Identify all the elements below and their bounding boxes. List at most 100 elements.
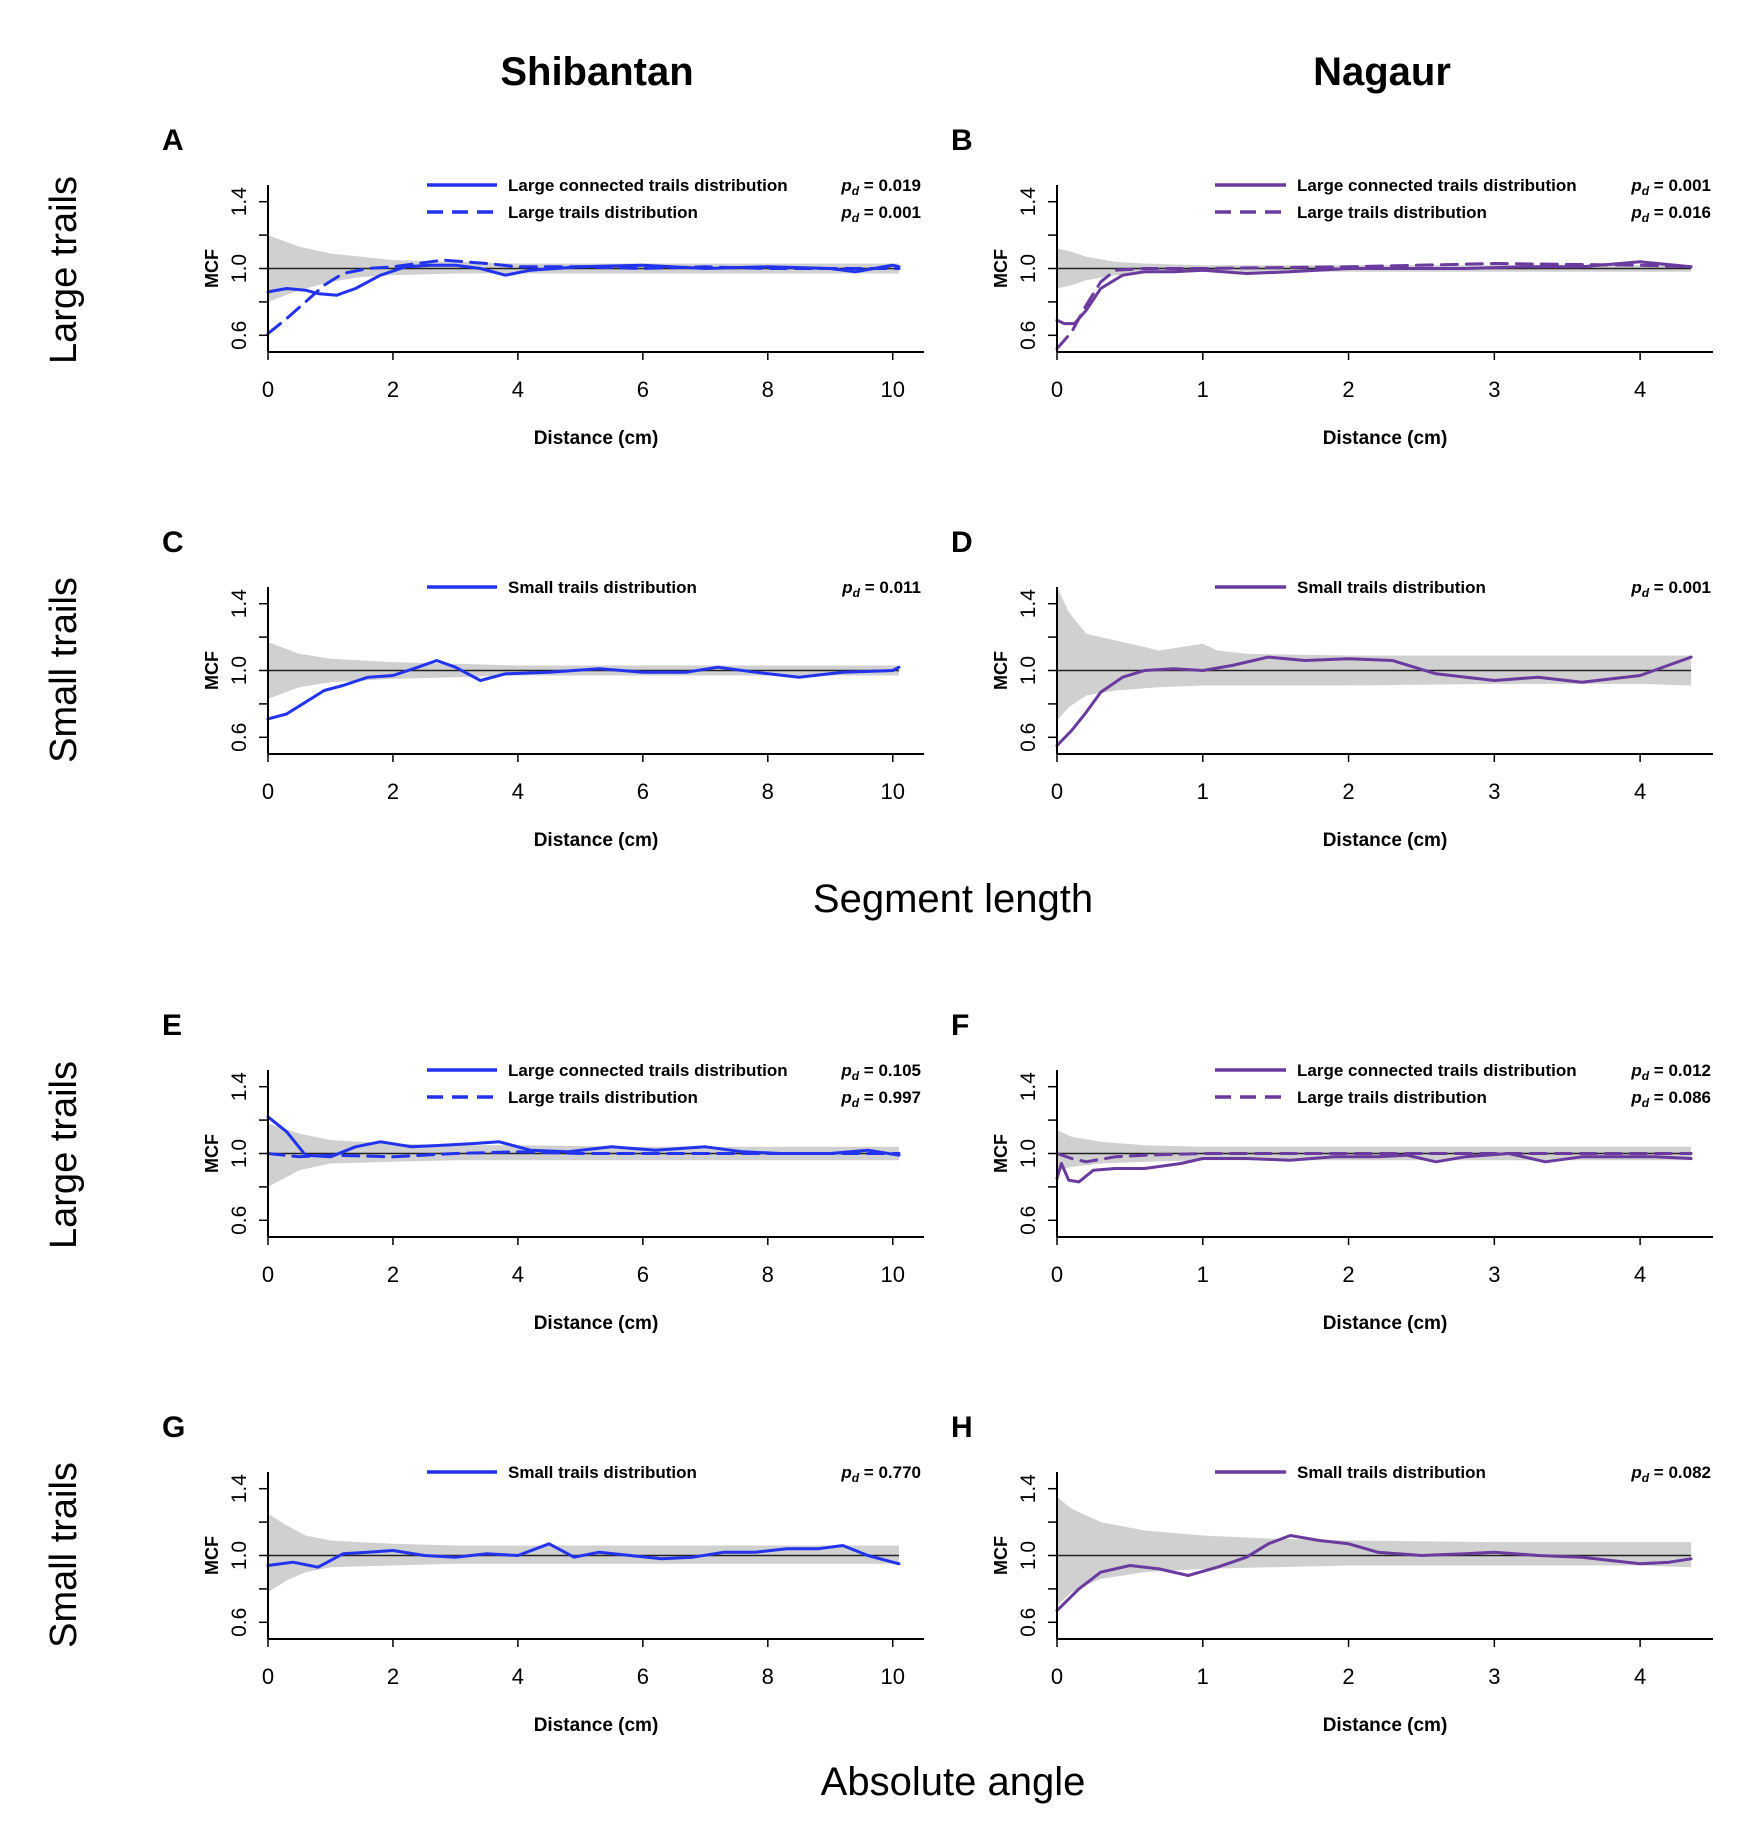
legend-p-value: pd = 0.770 (840, 1463, 921, 1485)
legend-label: Large trails distribution (508, 203, 698, 222)
y-tick-label: 0.6 (1017, 1206, 1040, 1235)
y-tick-label: 1.4 (1017, 589, 1040, 619)
panel-letter-d: D (951, 526, 973, 559)
y-axis-label: MCF (991, 1536, 1011, 1575)
x-tick-label: 10 (881, 1262, 905, 1287)
y-tick-label: 1.0 (228, 1139, 251, 1168)
legend-label: Large connected trails distribution (508, 1061, 788, 1080)
row-label-2: Small trails (43, 577, 85, 763)
legend-p-value: pd = 0.011 (841, 578, 921, 600)
series-line-small-trails (266, 1542, 901, 1569)
legend-p-value: pd = 0.016 (1630, 203, 1711, 225)
legend-label: Large trails distribution (1297, 1088, 1487, 1107)
x-tick-label: 3 (1488, 779, 1500, 804)
legend-p-value: pd = 0.019 (840, 176, 921, 198)
legend-p-value: pd = 0.001 (1630, 176, 1711, 198)
series-line-small-trails (1055, 1534, 1693, 1613)
y-tick-label: 1.4 (228, 1474, 251, 1504)
y-tick-label: 1.0 (1017, 1541, 1040, 1570)
legend-label: Small trails distribution (508, 1463, 697, 1482)
x-axis-label: Distance (cm) (534, 428, 659, 449)
y-tick-label: 0.6 (228, 321, 251, 350)
row-label-1: Large trails (43, 176, 85, 364)
y-tick-label: 1.0 (1017, 656, 1040, 685)
panel-b: B 0.6 1.0 1.4 0 1 2 3 4 MCF Distance (cm) Large con… (951, 124, 1713, 449)
x-axis-label: Distance (cm) (1323, 428, 1448, 449)
y-tick-label: 0.6 (228, 1608, 251, 1637)
x-tick-label: 4 (512, 1262, 524, 1287)
legend-p-value: pd = 0.997 (840, 1088, 921, 1110)
y-tick-label: 0.6 (1017, 321, 1040, 350)
x-tick-label: 8 (762, 377, 774, 402)
y-tick-label: 0.6 (1017, 1608, 1040, 1637)
panel-d: D 0.6 1.0 1.4 0 1 2 3 4 MCF Distance (cm) Small tra… (951, 526, 1713, 851)
legend-p-value: pd = 0.012 (1630, 1061, 1711, 1083)
x-axis-label: Distance (cm) (1323, 1715, 1448, 1736)
x-tick-label: 3 (1488, 1262, 1500, 1287)
x-tick-label: 8 (762, 779, 774, 804)
x-tick-label: 2 (1342, 377, 1354, 402)
y-axis-label: MCF (202, 1536, 222, 1575)
y-tick-label: 1.0 (1017, 254, 1040, 283)
x-tick-label: 8 (762, 1262, 774, 1287)
x-tick-label: 0 (1051, 377, 1063, 402)
x-axis-label: Distance (cm) (1323, 830, 1448, 851)
legend-label: Large connected trails distribution (1297, 176, 1577, 195)
panel-letter-e: E (162, 1009, 182, 1042)
x-tick-label: 1 (1197, 779, 1209, 804)
y-axis-label: MCF (202, 1134, 222, 1173)
legend-label: Small trails distribution (508, 578, 697, 597)
legend-label: Large trails distribution (508, 1088, 698, 1107)
x-tick-label: 2 (387, 779, 399, 804)
x-tick-label: 0 (262, 1262, 274, 1287)
x-tick-label: 3 (1488, 377, 1500, 402)
x-tick-label: 2 (387, 1664, 399, 1689)
x-tick-label: 0 (1051, 779, 1063, 804)
legend-p-value: pd = 0.086 (1630, 1088, 1711, 1110)
y-tick-label: 1.4 (1017, 187, 1040, 217)
x-tick-label: 2 (1342, 779, 1354, 804)
y-tick-label: 1.0 (228, 1541, 251, 1570)
y-tick-label: 0.6 (228, 723, 251, 752)
x-tick-label: 4 (512, 779, 524, 804)
legend-p-value: pd = 0.001 (1630, 578, 1711, 600)
panel-letter-b: B (951, 124, 973, 157)
confidence-envelope (268, 1123, 899, 1187)
panel-g: G 0.6 1.0 1.4 0 2 4 6 8 10 MCF Distance (cm) Small t… (162, 1411, 924, 1736)
row-label-3: Large trails (43, 1061, 85, 1249)
x-tick-label: 0 (262, 377, 274, 402)
series-line-large-trails (1055, 1152, 1693, 1164)
x-tick-label: 2 (387, 377, 399, 402)
y-tick-label: 1.4 (1017, 1072, 1040, 1102)
panel-letter-f: F (951, 1009, 969, 1042)
x-tick-label: 1 (1197, 1262, 1209, 1287)
x-tick-label: 6 (637, 1664, 649, 1689)
y-axis-label: MCF (202, 249, 222, 288)
column-title-shibantan: Shibantan (500, 50, 693, 94)
y-tick-label: 1.0 (228, 254, 251, 283)
x-tick-label: 4 (512, 1664, 524, 1689)
legend-label: Large trails distribution (1297, 203, 1487, 222)
legend-label: Small trails distribution (1297, 578, 1486, 597)
legend-label: Large connected trails distribution (1297, 1061, 1577, 1080)
x-tick-label: 4 (1634, 779, 1646, 804)
x-tick-label: 4 (512, 377, 524, 402)
panel-h: H 0.6 1.0 1.4 0 1 2 3 4 MCF Distance (cm) Small tra… (951, 1411, 1713, 1736)
x-tick-label: 6 (637, 779, 649, 804)
panel-e: E 0.6 1.0 1.4 0 2 4 6 8 10 MCF Distance (cm) Large c… (162, 1009, 924, 1334)
x-tick-label: 6 (637, 377, 649, 402)
series-line-large-trails (266, 1150, 901, 1159)
panel-c: C 0.6 1.0 1.4 0 2 4 6 8 10 MCF Distance (cm) Small t… (162, 526, 924, 851)
row-label-4: Small trails (43, 1462, 85, 1648)
series-line-large-connected-trails (1055, 260, 1693, 326)
y-tick-label: 1.0 (1017, 1139, 1040, 1168)
x-tick-label: 2 (387, 1262, 399, 1287)
confidence-envelope (1057, 587, 1692, 721)
y-tick-label: 0.6 (1017, 723, 1040, 752)
x-tick-label: 10 (881, 779, 905, 804)
legend-label: Large connected trails distribution (508, 176, 788, 195)
section-label-segment-length: Segment length (813, 877, 1093, 921)
x-tick-label: 0 (1051, 1664, 1063, 1689)
x-tick-label: 10 (881, 1664, 905, 1689)
x-tick-label: 0 (262, 1664, 274, 1689)
